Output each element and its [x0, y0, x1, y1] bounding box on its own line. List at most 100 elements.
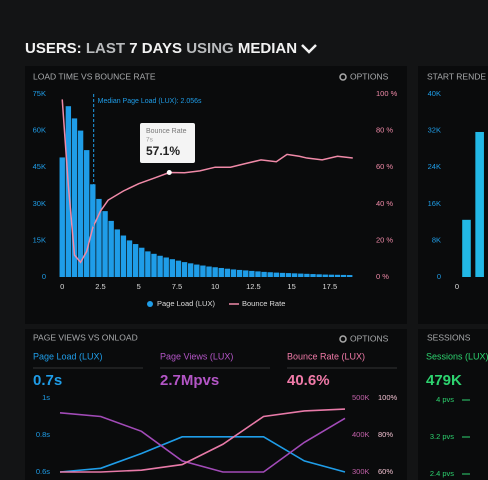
bar	[218, 267, 224, 277]
y-tick-label: 45K	[33, 162, 46, 171]
y3-tick-label: 80%	[378, 430, 393, 439]
y2-tick-label: 40 %	[376, 199, 393, 208]
bar	[285, 273, 292, 277]
bar	[255, 271, 261, 277]
y2-tick-label: 0 %	[376, 272, 389, 281]
bar	[96, 198, 102, 277]
panel-title: SESSIONS	[427, 332, 471, 342]
bar	[267, 272, 273, 277]
y-tick-label: 8K	[432, 235, 441, 244]
options-button[interactable]: OPTIONS	[350, 71, 389, 81]
gear-icon[interactable]	[339, 73, 347, 81]
panel	[418, 329, 488, 480]
bar	[316, 274, 322, 277]
y2-tick-label: 80 %	[376, 126, 393, 135]
x-tick-label: 12.5	[246, 282, 261, 291]
x-tick-label: 2.5	[95, 282, 105, 291]
y2-tick-label: 100 %	[376, 89, 398, 98]
bar	[291, 273, 298, 277]
x-tick-label: 0	[455, 282, 459, 291]
bar	[169, 259, 176, 277]
bar	[151, 253, 157, 277]
y-tick-label: 60K	[33, 126, 46, 135]
bar	[77, 130, 84, 277]
options-button[interactable]: OPTIONS	[350, 333, 389, 343]
line	[59, 412, 346, 473]
gear-icon[interactable]	[339, 335, 347, 343]
x-tick-label: 17.5	[323, 282, 338, 291]
bar	[230, 269, 237, 277]
stat-value: 479K	[426, 372, 462, 389]
y-tick-label: 3.2 pvs	[430, 432, 454, 441]
header-word: MEDIAN	[238, 40, 297, 57]
bar	[139, 247, 145, 277]
stat-value: 40.6%	[287, 372, 330, 389]
panel	[25, 329, 407, 480]
tooltip-title: Bounce Rate	[146, 128, 187, 135]
y-tick-label: 4 pvs	[436, 395, 454, 404]
stat-label: Page Views (LUX)	[160, 351, 233, 361]
tooltip-x: 7s	[146, 137, 154, 144]
bar	[163, 257, 169, 277]
bar	[194, 264, 200, 277]
stat-label: Bounce Rate (LUX)	[287, 351, 365, 361]
bar	[236, 269, 243, 277]
bar	[298, 273, 304, 277]
bar	[462, 219, 471, 277]
panel-title: PAGE VIEWS VS ONLOAD	[33, 332, 138, 342]
bar	[347, 275, 353, 277]
legend-label: Bounce Rate	[242, 299, 285, 308]
stat-value: 0.7s	[33, 372, 62, 389]
panel-title: LOAD TIME VS BOUNCE RATE	[33, 71, 156, 81]
bar	[279, 272, 286, 277]
line	[61, 99, 353, 264]
bar	[132, 244, 139, 277]
y-tick-label: 40K	[428, 89, 441, 98]
bar	[340, 274, 347, 277]
y-tick-label: 32K	[428, 126, 441, 135]
stat-label: Sessions (LUX)	[426, 351, 488, 361]
bar	[206, 266, 212, 277]
y-tick-label: 16K	[428, 199, 441, 208]
bar	[114, 229, 120, 277]
bar	[126, 240, 133, 277]
legend-label: Page Load (LUX)	[157, 299, 215, 308]
bar	[108, 220, 114, 277]
hover-point	[166, 170, 172, 176]
bar	[261, 271, 267, 277]
y-tick-label: 75K	[33, 89, 46, 98]
bar	[310, 274, 316, 277]
y3-tick-label: 100%	[378, 393, 398, 402]
header-word: USING	[186, 40, 234, 57]
bar	[145, 251, 151, 277]
panel-title: START RENDE	[427, 71, 486, 81]
x-tick-label: 7.5	[172, 282, 182, 291]
tooltip-value: 57.1%	[146, 144, 180, 158]
line	[60, 408, 346, 473]
y-tick-label: 30K	[33, 199, 46, 208]
stat-label: Page Load (LUX)	[33, 351, 103, 361]
bar	[84, 150, 90, 277]
bar	[200, 265, 206, 277]
bar	[71, 118, 78, 278]
y-tick-label: 0.6s	[36, 467, 50, 476]
bar	[243, 270, 249, 277]
chevron[interactable]	[301, 44, 317, 54]
bar	[157, 255, 163, 277]
bar	[249, 270, 255, 277]
y-tick-label: 1s	[42, 393, 50, 402]
y-tick-label: 24K	[428, 162, 441, 171]
y2-tick-label: 300K	[352, 467, 370, 476]
y2-tick-label: 400K	[352, 430, 370, 439]
bar	[224, 268, 231, 277]
bar	[187, 263, 194, 277]
y2-tick-label: 60 %	[376, 162, 393, 171]
median-label: Median Page Load (LUX): 2.056s	[98, 98, 202, 105]
header-word: 7 DAYS	[129, 40, 182, 57]
header-title[interactable]: USERS: LAST 7 DAYS USING MEDIAN	[25, 40, 297, 57]
bar	[120, 235, 127, 277]
bar	[328, 274, 335, 277]
y-tick-label: 0.8s	[36, 430, 50, 439]
